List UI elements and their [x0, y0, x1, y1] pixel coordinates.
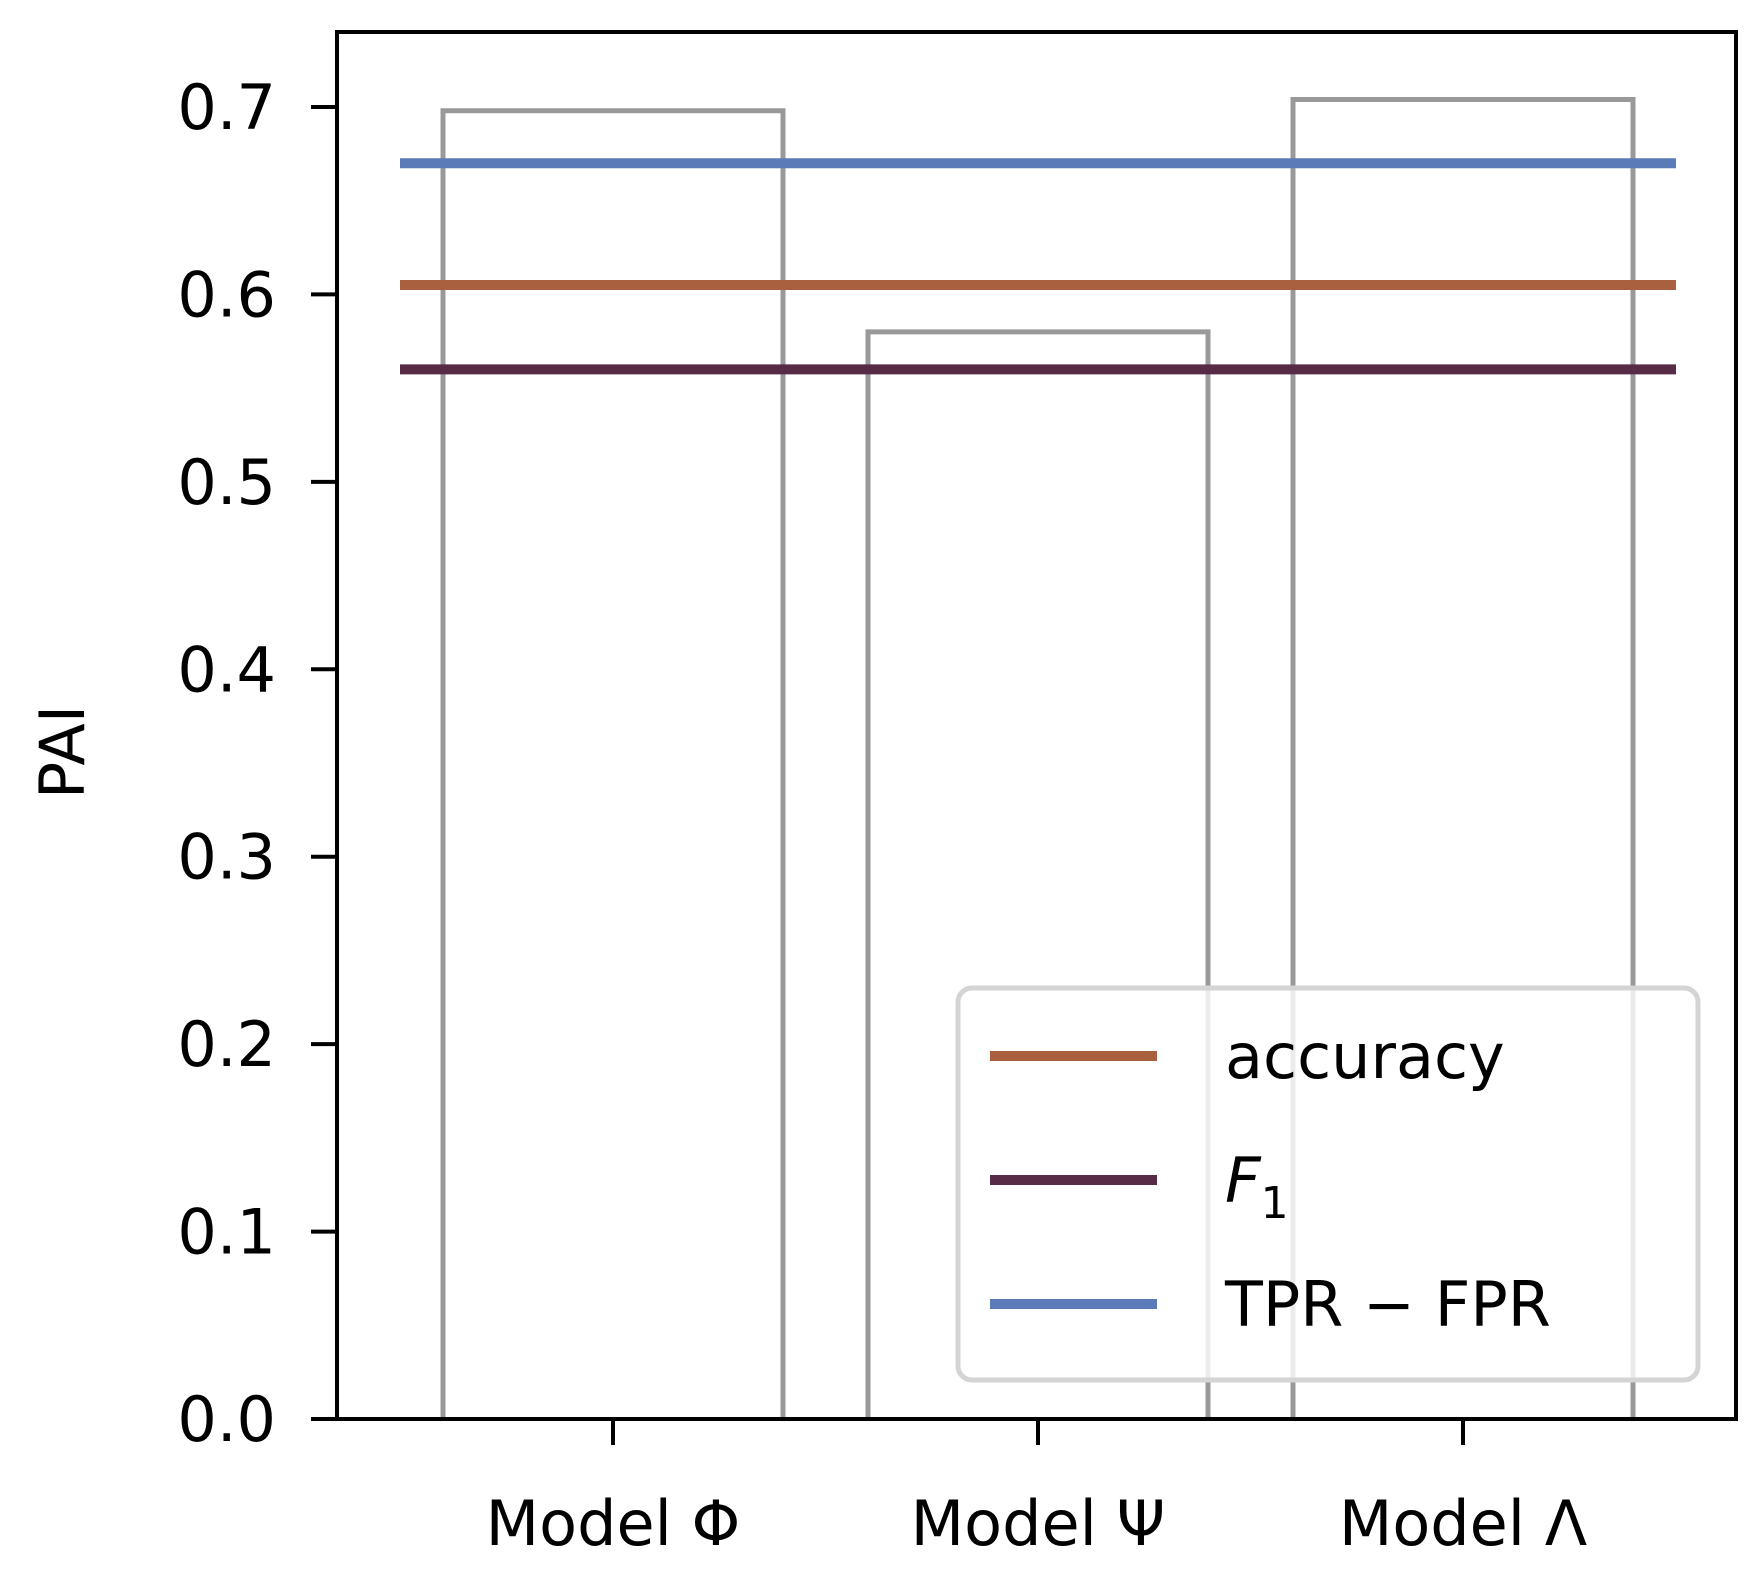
y-tick-label: 0.1 — [177, 1196, 276, 1269]
x-tick-label: Model Ψ — [911, 1487, 1166, 1560]
bar — [1290, 96, 1636, 1419]
axes-layer: 0.0 0.1 0.2 0.3 0.4 0.5 0.6 0.7 Model Φ Model Ψ Mo… — [177, 30, 1738, 1560]
legend-label: TPR − FPR — [1224, 1268, 1551, 1341]
legend: accuracy F1 TPR − FPR — [955, 985, 1701, 1383]
bar — [865, 329, 1211, 1419]
bars-layer — [440, 96, 1636, 1419]
y-tick-label: 0.0 — [177, 1383, 276, 1456]
y-tick-label: 0.3 — [177, 821, 276, 894]
reference-lines-layer — [400, 158, 1676, 375]
bar — [440, 108, 786, 1419]
y-tick-label: 0.4 — [177, 633, 276, 706]
legend-box — [955, 985, 1701, 1383]
legend-label: F1 — [1225, 1144, 1289, 1229]
y-axis-label: PAI — [26, 705, 99, 799]
legend-label: accuracy — [1225, 1020, 1505, 1093]
x-tick-label: Model Φ — [486, 1487, 741, 1560]
y-tick-label: 0.6 — [177, 258, 276, 331]
y-tick-label: 0.5 — [177, 446, 276, 519]
x-tick-label: Model Λ — [1339, 1487, 1587, 1560]
y-tick-label: 0.2 — [177, 1008, 276, 1081]
y-tick-label: 0.7 — [177, 71, 276, 144]
